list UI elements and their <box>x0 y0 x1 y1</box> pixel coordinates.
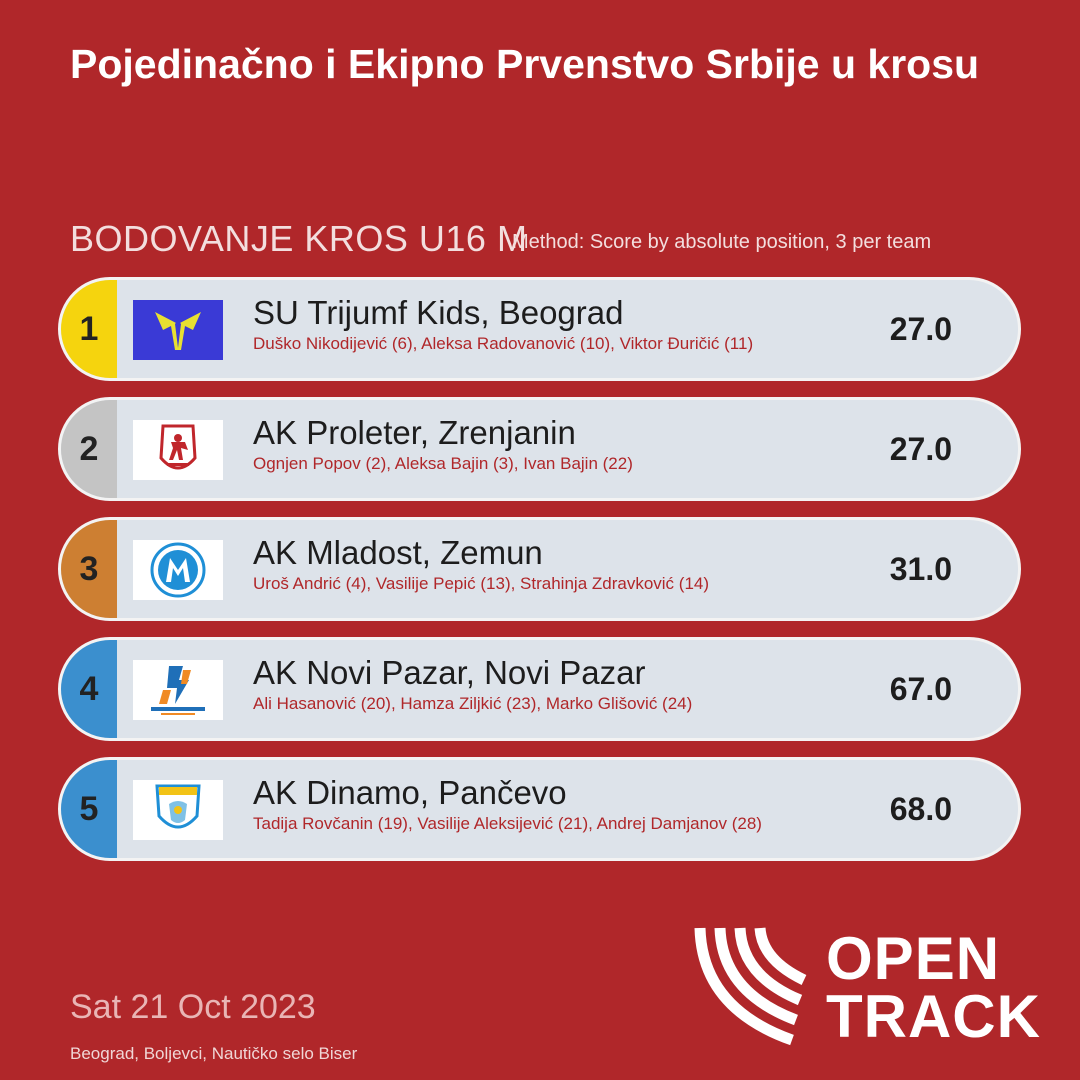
team-row-5[interactable]: 5 AK Dinamo, Pančevo Tadija Rovčanin (19… <box>58 757 1021 861</box>
rank-badge-3: 3 <box>61 520 117 618</box>
dinamo-logo <box>133 780 223 840</box>
team-name: AK Mladost, Zemun <box>253 534 543 571</box>
team-name: AK Novi Pazar, Novi Pazar <box>253 654 646 691</box>
team-row-2[interactable]: 2 AK Proleter, Zrenjanin Ognjen Popov (2… <box>58 397 1021 501</box>
proleter-logo <box>133 420 223 480</box>
team-athletes: Duško Nikodijević (6), Aleksa Radovanovi… <box>253 334 754 353</box>
team-athletes: Uroš Andrić (4), Vasilije Pepić (13), St… <box>253 574 710 593</box>
rank-number: 1 <box>79 309 99 348</box>
rank-number: 4 <box>79 669 99 708</box>
team-name: AK Proleter, Zrenjanin <box>253 414 576 451</box>
page-title: Pojedinačno i Ekipno Prvenstvo Srbije u … <box>70 41 980 87</box>
team-athletes: Ali Hasanović (20), Hamza Ziljkić (23), … <box>253 694 693 713</box>
mladost-logo <box>133 540 223 600</box>
team-name: SU Trijumf Kids, Beograd <box>253 294 624 331</box>
team-athletes: Tadija Rovčanin (19), Vasilije Aleksijev… <box>253 814 762 833</box>
rank-number: 5 <box>79 789 99 828</box>
brand-wordmark: OPEN TRACK <box>826 925 1041 1050</box>
opentrack-logo: OPEN TRACK <box>692 922 1052 1048</box>
team-score: 27.0 <box>889 430 952 467</box>
team-name: AK Dinamo, Pančevo <box>253 774 567 811</box>
team-row-3[interactable]: 3 AK Mladost, Zemun Uroš Andrić (4), Vas… <box>58 517 1021 621</box>
rank-number: 2 <box>79 429 99 468</box>
novi-pazar-logo <box>133 660 223 720</box>
team-score: 27.0 <box>889 310 952 347</box>
rank-number: 3 <box>79 549 99 588</box>
rank-badge-5: 5 <box>61 760 117 858</box>
event-venue: Beograd, Boljevci, Nautičko selo Biser <box>70 1044 358 1063</box>
team-row-1[interactable]: 1 SU Trijumf Kids, Beograd Duško Nikodij… <box>58 277 1021 381</box>
brand-line-track: TRACK <box>826 983 1041 1050</box>
scoring-subtitle: BODOVANJE KROS U16 M <box>70 218 528 259</box>
opentrack-arcs-icon <box>694 927 807 1046</box>
scoring-method: Method: Score by absolute position, 3 pe… <box>512 231 932 253</box>
trijumf-logo <box>133 300 223 360</box>
team-athletes: Ognjen Popov (2), Aleksa Bajin (3), Ivan… <box>253 454 633 473</box>
team-score: 67.0 <box>889 670 952 707</box>
rank-badge-2: 2 <box>61 400 117 498</box>
rank-badge-1: 1 <box>61 280 117 378</box>
team-score: 68.0 <box>889 790 952 827</box>
team-score: 31.0 <box>889 550 952 587</box>
event-date: Sat 21 Oct 2023 <box>70 988 316 1026</box>
team-row-4[interactable]: 4 AK Novi Pazar, Novi Pazar Ali Hasanovi… <box>58 637 1021 741</box>
brand-line-open: OPEN <box>826 925 1001 992</box>
rank-badge-4: 4 <box>61 640 117 738</box>
